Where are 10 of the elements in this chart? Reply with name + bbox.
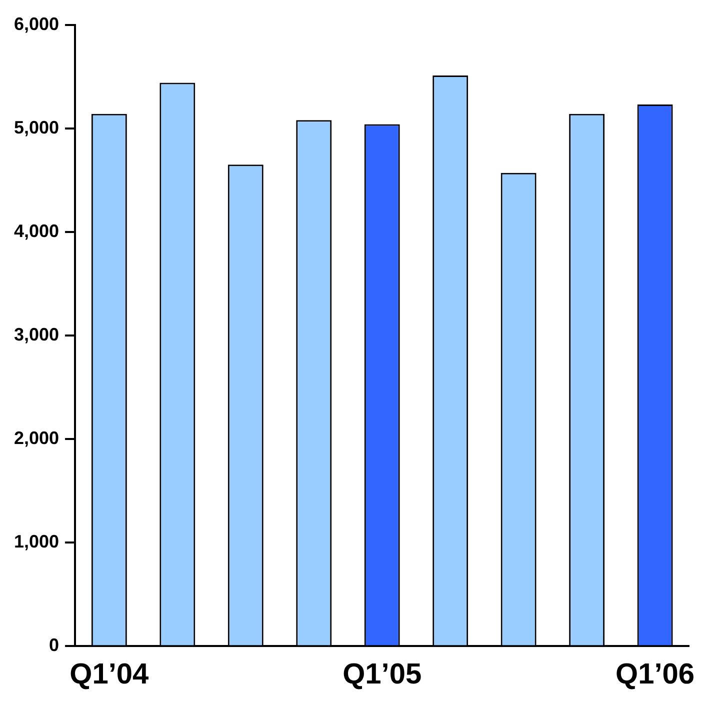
x-tick-label: Q1’05 [342,658,422,691]
x-tick-label: Q1’06 [616,658,695,691]
y-tick-label: 6,000 [14,14,60,34]
y-tick-label: 4,000 [14,220,60,241]
y-tick-label: 0 [49,635,60,656]
y-tick-label: 3,000 [14,324,60,344]
x-tick-label: Q1’04 [70,658,149,691]
y-tick-label: 5,000 [14,117,60,138]
y-tick-label: 2,000 [14,428,60,448]
y-tick-label: 1,000 [14,532,60,552]
